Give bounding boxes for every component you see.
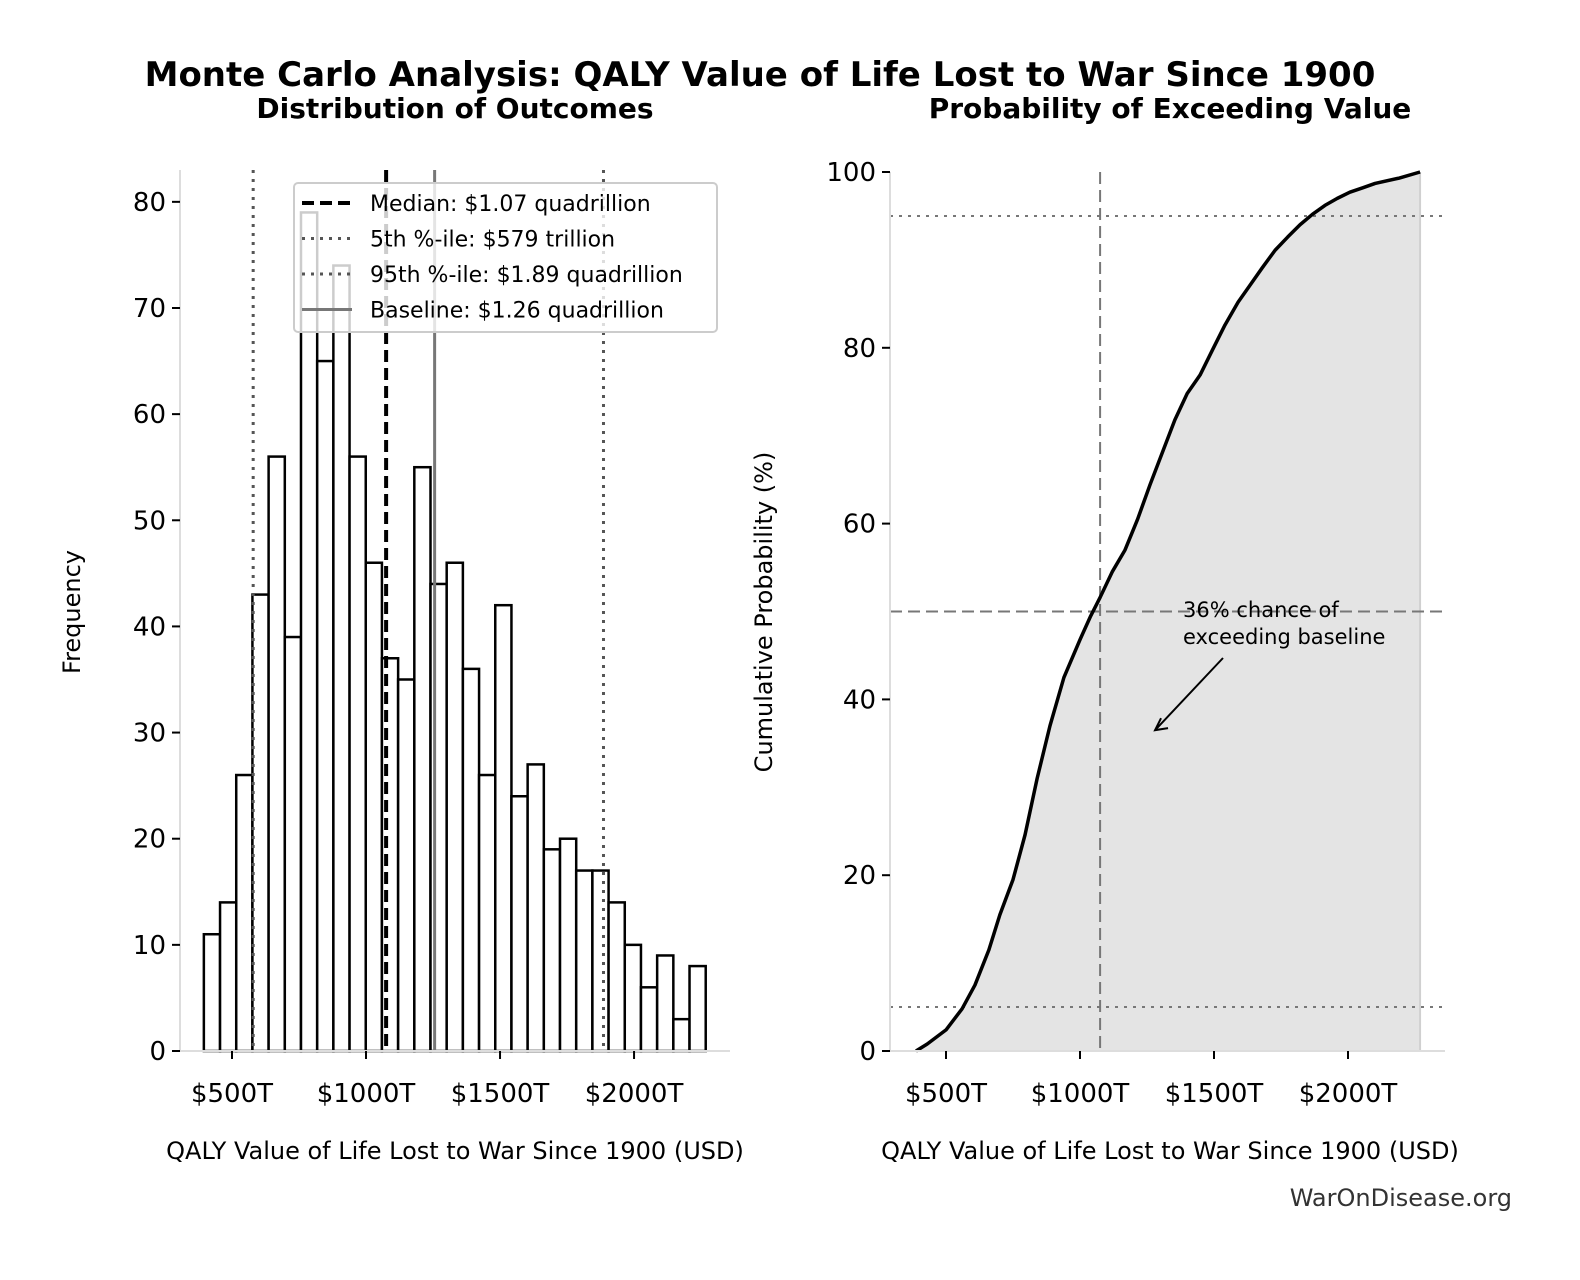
legend-box [293,182,718,333]
x-tick-label: $2000T [585,1079,684,1109]
x-tick-label: $500T [905,1079,987,1109]
x-tick-label: $1000T [1031,1079,1130,1109]
histogram-bar [396,678,416,1053]
histogram-bar [429,582,448,1053]
right-chart-title: Probability of Exceeding Value [929,92,1412,125]
y-tick-label: 80 [133,188,166,218]
histogram-bar [607,901,627,1053]
histogram-bar [348,455,367,1053]
arrow-head-icon [1153,717,1169,732]
legend-label: Baseline: $1.26 quadrillion [370,299,664,324]
histogram-bar [332,264,351,1053]
histogram-bar [623,943,643,1053]
histogram-bar [494,603,513,1053]
y-tick-label: 100 [826,158,876,188]
histogram-bar [283,635,303,1053]
right-x-label: QALY Value of Life Lost to War Since 190… [881,1137,1459,1165]
left-y-label: Frequency [58,550,86,674]
right-y-label: Cumulative Probability (%) [750,452,778,773]
y-tick-label: 20 [843,861,876,891]
y-tick-label: 60 [843,510,876,540]
legend-label: 5th %-ile: $579 trillion [370,228,615,253]
histogram-bar [542,848,562,1053]
x-tick-label: $1500T [451,1079,550,1109]
y-tick-label: 0 [859,1037,876,1067]
y-tick-label: 0 [149,1037,166,1067]
histogram-bar [364,561,384,1053]
y-tick-label: 30 [133,719,166,749]
histogram-bar [413,465,432,1053]
histogram-bar [477,773,497,1053]
y-tick-label: 40 [133,612,166,642]
histogram-bar [574,869,594,1053]
y-tick-label: 20 [133,825,166,855]
legend-label: 95th %-ile: $1.89 quadrillion [370,263,683,288]
legend-label: Median: $1.07 quadrillion [370,192,651,217]
y-tick-label: 40 [843,685,876,715]
y-tick-label: 50 [133,506,166,536]
y-tick-label: 80 [843,334,876,364]
histogram-bar [688,964,707,1053]
histogram-bar [299,211,319,1053]
watermark: WarOnDisease.org [1290,1184,1512,1212]
histogram-bar [234,773,254,1053]
histogram-axes: 0 10 20 30 40 50 60 70 80 $500T $1000T $1500T $2000T… [133,170,730,1109]
histogram-bar [251,593,270,1053]
histogram-bar [218,901,238,1053]
y-tick-label: 10 [133,931,166,961]
x-tick-label: $1500T [1165,1079,1264,1109]
legend: Median: $1.07 quadrillion 5th %-ile: $579… [293,182,718,333]
x-tick-label: $1000T [317,1079,416,1109]
figure-title: Monte Carlo Analysis: QALY Value of Life… [145,55,1376,95]
histogram-bar [315,359,335,1053]
histogram-bar [591,869,610,1053]
annotation-line1: 36% chance of [1183,598,1339,622]
histogram-bar [639,986,659,1053]
histogram-bar [526,763,546,1053]
histogram-bar [445,561,465,1053]
left-x-label: QALY Value of Life Lost to War Since 190… [166,1137,744,1165]
histogram-bar [672,1017,691,1053]
x-tick-label: $500T [191,1079,273,1109]
histogram-bar [202,932,222,1053]
annotation-arrow [1154,657,1224,731]
y-tick-label: 70 [133,294,166,324]
x-tick-label: $2000T [1299,1079,1398,1109]
histogram-bar [558,837,578,1053]
histogram-bar [510,795,529,1053]
histogram-bar [267,455,287,1053]
left-chart-title: Distribution of Outcomes [256,92,653,125]
histogram-bar [461,667,481,1053]
annotation-line2: exceeding baseline [1183,625,1385,649]
cdf-line [915,170,1421,1053]
cdf-axes: 0 20 40 60 80 100 $500T $1000T $1500T $2000T 36% c… [826,158,1445,1109]
histogram-bar [655,954,675,1053]
y-tick-label: 60 [133,400,166,430]
